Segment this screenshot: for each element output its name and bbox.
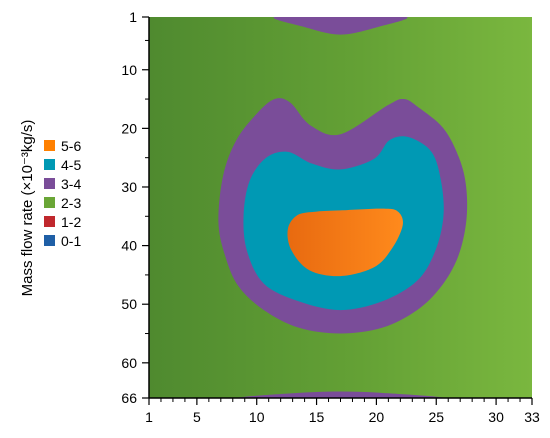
legend-label: 5-6	[61, 138, 81, 154]
x-tick-label: 1	[145, 409, 153, 425]
x-tick-label: 25	[428, 409, 444, 425]
y-ticks: 1 10 20 30 40 50 60 66	[121, 9, 149, 406]
legend-label: 1-2	[61, 214, 81, 230]
y-tick-label: 40	[121, 238, 137, 254]
y-tick-label: 30	[121, 179, 137, 195]
y-tick-label: 50	[121, 296, 137, 312]
y-tick-label: 10	[121, 62, 137, 78]
x-tick-label: 5	[193, 409, 201, 425]
y-axis-title: Mass flow rate (×10⁻³kg/s)	[19, 120, 36, 297]
y-tick-label: 60	[121, 355, 137, 371]
x-ticks: 1 5 10 15 20 25 30 33	[145, 398, 540, 425]
x-tick-label: 30	[488, 409, 504, 425]
contour-region-3-4-0	[273, 17, 408, 35]
legend-label: 4-5	[61, 157, 81, 173]
x-tick-label: 20	[369, 409, 385, 425]
legend-swatch	[44, 235, 55, 246]
contour-region-5-6-4	[287, 208, 403, 277]
contour-region-3-4-1	[237, 391, 444, 398]
legend-label: 3-4	[61, 176, 81, 192]
x-tick-label: 33	[524, 409, 540, 425]
legend-swatch	[44, 178, 55, 189]
legend-label: 2-3	[61, 195, 81, 211]
legend-swatch	[44, 159, 55, 170]
legend-swatch	[44, 197, 55, 208]
y-tick-label: 20	[121, 120, 137, 136]
legend-swatch	[44, 140, 55, 151]
x-tick-label: 15	[309, 409, 325, 425]
y-tick-label: 1	[129, 9, 137, 25]
legend-swatch	[44, 216, 55, 227]
x-tick-label: 10	[249, 409, 265, 425]
legend: 5-6 4-5 3-4 2-3 1-2 0-1	[44, 138, 81, 249]
legend-label: 0-1	[61, 233, 81, 249]
y-tick-label: 66	[121, 390, 137, 406]
contour-regions	[218, 17, 468, 398]
